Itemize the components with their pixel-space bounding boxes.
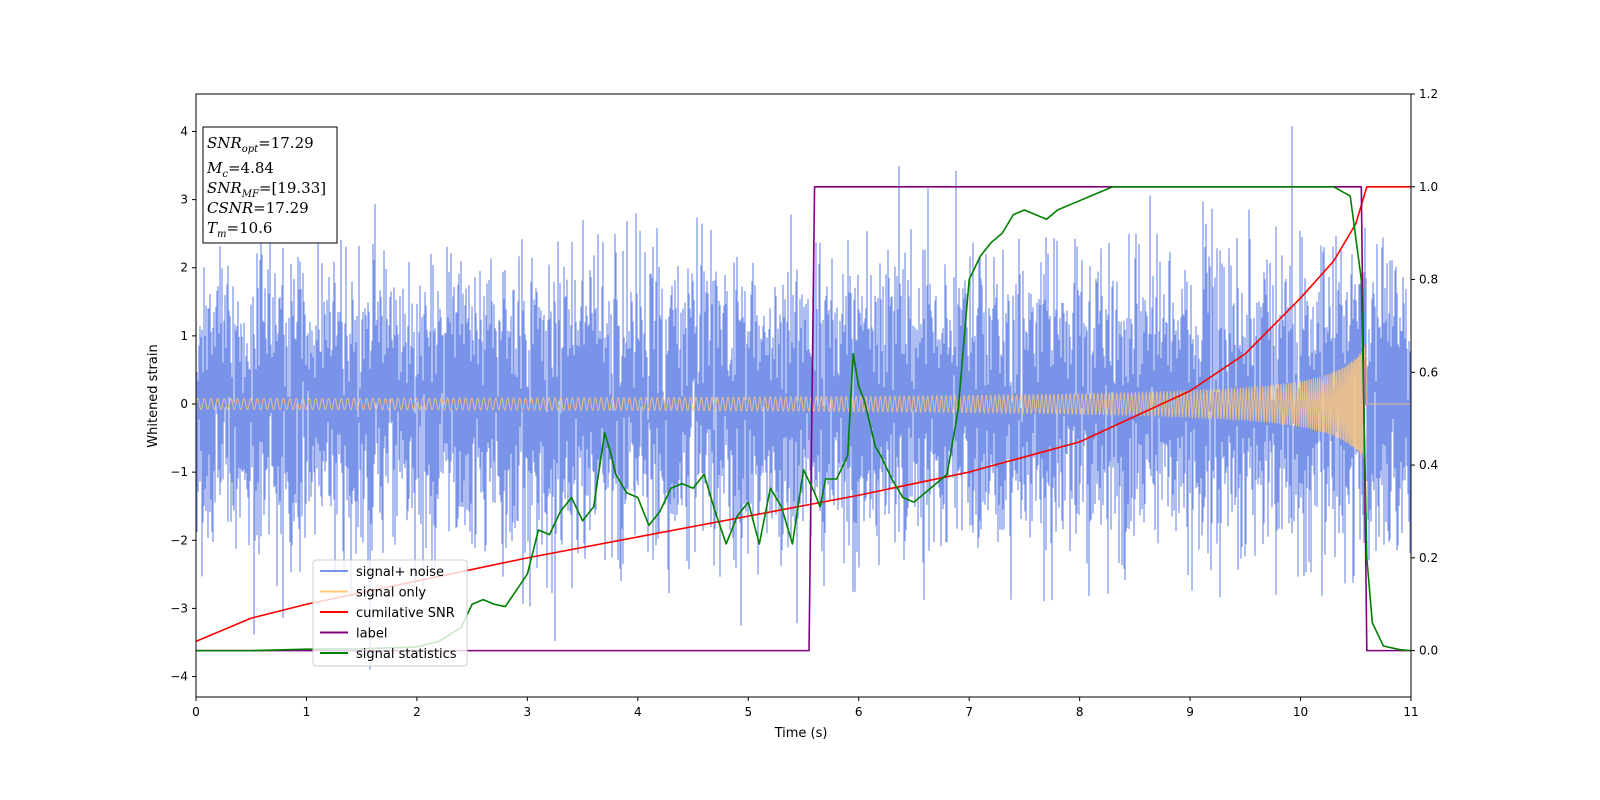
- x-tick-label-10: 10: [1293, 705, 1308, 719]
- y-tick-label-3: −1: [170, 465, 188, 479]
- series-signal-statistics-line: [196, 185, 1411, 652]
- y2-tick-label-2: 0.4: [1419, 458, 1438, 472]
- x-tick-label-8: 8: [1076, 705, 1084, 719]
- y-tick-label-7: 3: [180, 193, 188, 207]
- legend-label-0: signal+ noise: [356, 565, 444, 580]
- y2-tick-label-0: 0.0: [1419, 644, 1438, 658]
- y-tick-label-0: −4: [170, 670, 188, 684]
- plot-frame: [195, 93, 1412, 698]
- annotation-line-4: Tm=10.6: [207, 219, 272, 240]
- annotation-line-0: SNRopt=17.29: [207, 134, 314, 155]
- x-tick-label-2: 2: [413, 705, 421, 719]
- y2-tick-label-1: 0.2: [1419, 551, 1438, 565]
- legend-label-3: label: [356, 627, 387, 642]
- y-tick-label-1: −3: [170, 601, 188, 615]
- x-axis-label: Time (s): [774, 726, 828, 741]
- x-tick-label-4: 4: [634, 705, 642, 719]
- x-tick-label-0: 0: [192, 705, 200, 719]
- legend: signal+ noise signal only cumilative SNR la…: [312, 559, 468, 667]
- y2-tick-label-6: 1.2: [1419, 87, 1438, 101]
- series-label-line: [196, 185, 1411, 652]
- x-tick-label-11: 11: [1403, 705, 1418, 719]
- y-tick-label-5: 1: [180, 329, 188, 343]
- y2-tick-label-3: 0.6: [1419, 365, 1438, 379]
- y-axis-label: Whitened strain: [146, 344, 161, 447]
- legend-label-2: cumilative SNR: [356, 606, 455, 621]
- y-tick-label-2: −2: [170, 533, 188, 547]
- legend-label-1: signal only: [356, 586, 426, 601]
- legend-label-4: signal statistics: [356, 647, 457, 662]
- annotation-frame: [202, 126, 338, 244]
- annotation-line-1: Mc=4.84: [206, 159, 274, 180]
- annotation-line-2: SNRMF=[19.33]: [207, 179, 326, 200]
- x-tick-label-6: 6: [855, 705, 863, 719]
- x-tick-label-1: 1: [303, 705, 311, 719]
- axis-layer: 0 1 2 3 4 5 6 7 8 9 10 11 −4 −3 −2 −1 0 1 2 3 4 0.0 0.2 0.4 0.6 0…: [170, 87, 1438, 719]
- y-tick-label-4: 0: [180, 397, 188, 411]
- x-tick-label-7: 7: [965, 705, 973, 719]
- annotation-line-3: CSNR=17.29: [207, 199, 309, 217]
- x-tick-label-9: 9: [1186, 705, 1194, 719]
- annotation-box: SNRopt=17.29 Mc=4.84SNRMF=[19.33]CSNR=17.…: [202, 126, 338, 244]
- y2-tick-label-5: 1.0: [1419, 180, 1438, 194]
- y-tick-label-8: 4: [180, 124, 188, 138]
- y-tick-label-6: 2: [180, 261, 188, 275]
- series-signal-only-line: [196, 346, 1411, 459]
- y2-tick-label-4: 0.8: [1419, 273, 1438, 287]
- x-tick-label-5: 5: [744, 705, 752, 719]
- x-tick-label-3: 3: [524, 705, 532, 719]
- legend-frame: [312, 559, 468, 667]
